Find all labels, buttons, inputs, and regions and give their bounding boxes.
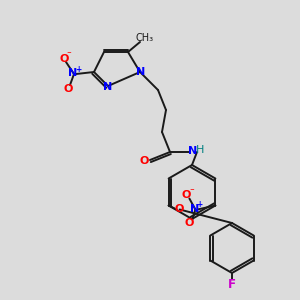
Text: O: O: [139, 156, 149, 166]
Text: +: +: [75, 64, 81, 74]
Text: O: O: [175, 205, 184, 214]
Text: O: O: [185, 218, 194, 229]
Text: ⁻: ⁻: [67, 50, 71, 59]
Text: N: N: [103, 82, 112, 92]
Text: H: H: [196, 145, 204, 155]
Text: N: N: [68, 68, 78, 78]
Text: N: N: [136, 67, 146, 77]
Text: O: O: [59, 54, 69, 64]
Text: N: N: [188, 146, 198, 156]
Text: CH₃: CH₃: [136, 33, 154, 43]
Text: +: +: [196, 200, 203, 209]
Text: O: O: [63, 84, 73, 94]
Text: ⁻: ⁻: [189, 187, 194, 196]
Text: O: O: [182, 190, 191, 200]
Text: N: N: [190, 203, 199, 214]
Text: F: F: [228, 278, 236, 292]
